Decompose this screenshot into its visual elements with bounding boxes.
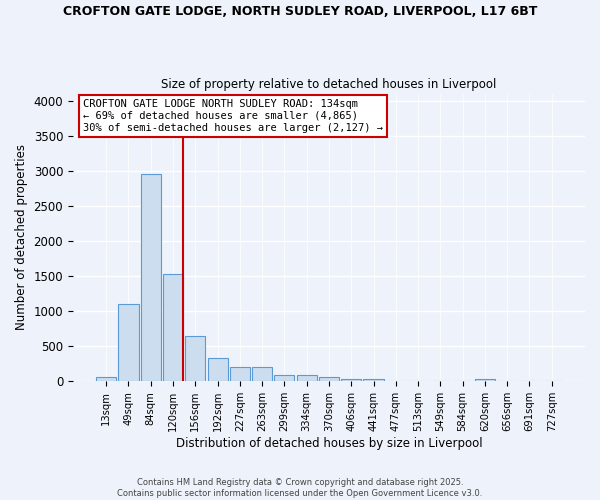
Bar <box>208 358 227 382</box>
Bar <box>252 368 272 382</box>
Bar <box>118 304 139 382</box>
Bar <box>163 274 183 382</box>
Bar <box>319 378 339 382</box>
Y-axis label: Number of detached properties: Number of detached properties <box>15 144 28 330</box>
Bar <box>475 379 495 382</box>
Bar <box>364 379 383 382</box>
Text: Contains HM Land Registry data © Crown copyright and database right 2025.
Contai: Contains HM Land Registry data © Crown c… <box>118 478 482 498</box>
Bar <box>274 376 295 382</box>
Bar <box>96 378 116 382</box>
Bar <box>141 174 161 382</box>
Text: CROFTON GATE LODGE NORTH SUDLEY ROAD: 134sqm
← 69% of detached houses are smalle: CROFTON GATE LODGE NORTH SUDLEY ROAD: 13… <box>83 100 383 132</box>
Text: CROFTON GATE LODGE, NORTH SUDLEY ROAD, LIVERPOOL, L17 6BT: CROFTON GATE LODGE, NORTH SUDLEY ROAD, L… <box>63 5 537 18</box>
X-axis label: Distribution of detached houses by size in Liverpool: Distribution of detached houses by size … <box>176 437 482 450</box>
Title: Size of property relative to detached houses in Liverpool: Size of property relative to detached ho… <box>161 78 497 91</box>
Bar <box>185 336 205 382</box>
Bar <box>341 379 361 382</box>
Bar <box>230 368 250 382</box>
Bar <box>296 376 317 382</box>
